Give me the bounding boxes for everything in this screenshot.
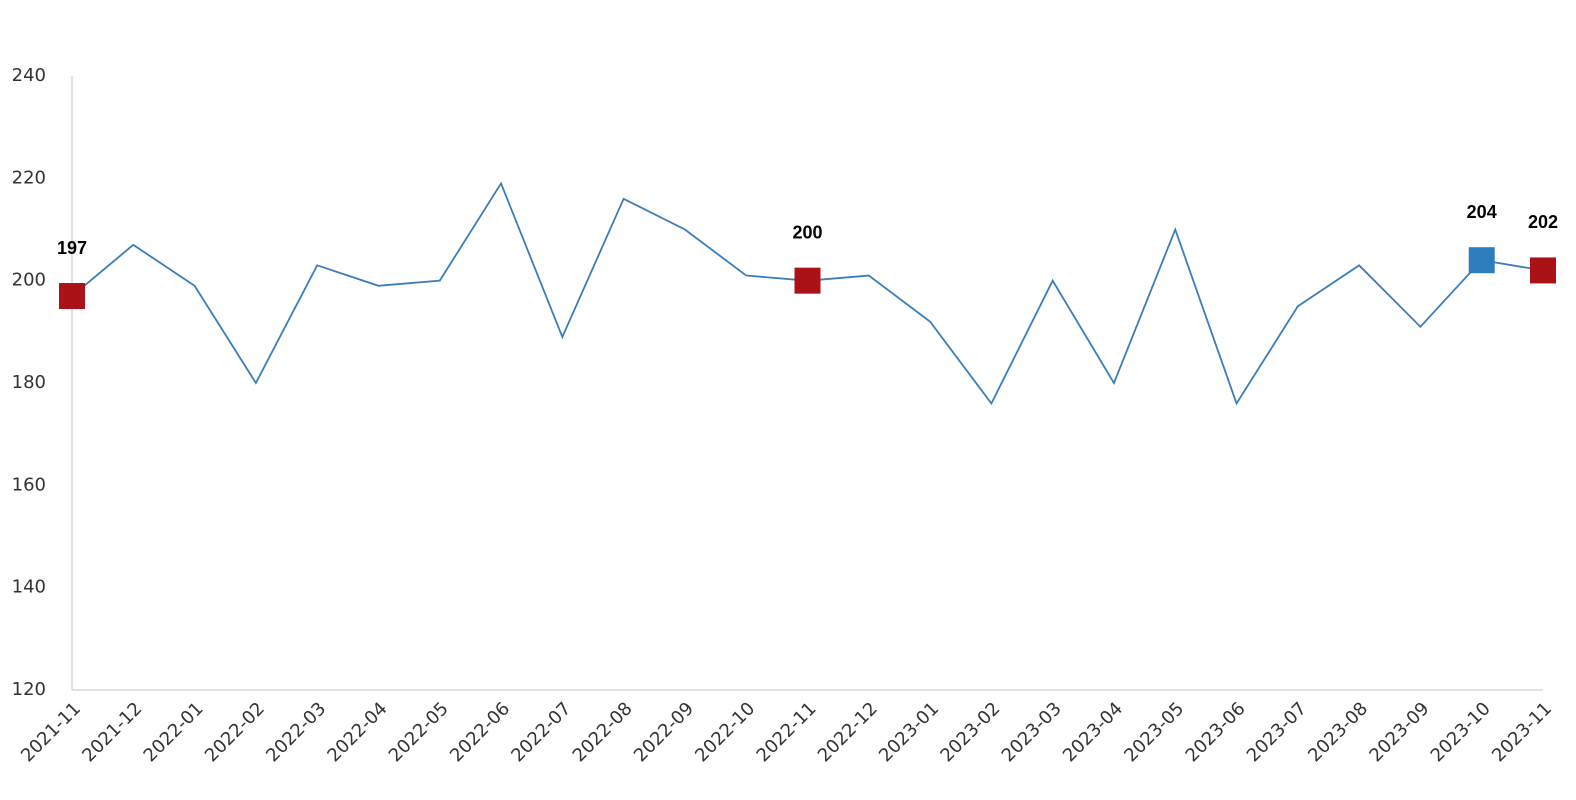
x-tick-label: 2022-01	[140, 698, 208, 766]
x-tick-label: 2023-02	[936, 698, 1004, 766]
x-tick-label: 2023-03	[998, 698, 1066, 766]
x-tick-label: 2022-09	[630, 698, 698, 766]
x-tick-label: 2022-02	[201, 698, 269, 766]
x-tick-label: 2023-06	[1182, 698, 1250, 766]
x-tick-label: 2022-11	[753, 698, 821, 766]
y-tick-label: 180	[12, 372, 46, 393]
x-tick-label: 2023-05	[1120, 698, 1188, 766]
x-tick-label: 2023-01	[875, 698, 943, 766]
x-tick-label: 2023-09	[1365, 698, 1433, 766]
data-label: 197	[57, 238, 87, 258]
y-tick-label: 140	[12, 577, 46, 598]
x-tick-label: 2022-12	[814, 698, 882, 766]
x-tick-label: 2022-03	[262, 698, 330, 766]
x-tick-label: 2021-12	[78, 698, 146, 766]
y-tick-label: 220	[12, 167, 46, 188]
y-tick-label: 160	[12, 474, 46, 495]
x-tick-label: 2022-05	[385, 698, 453, 766]
y-tick-label: 200	[12, 270, 46, 291]
x-tick-label: 2022-08	[569, 698, 637, 766]
data-label: 202	[1528, 212, 1558, 232]
x-tick-label: 2022-07	[507, 698, 575, 766]
highlight-marker	[794, 267, 821, 294]
x-tick-label: 2023-07	[1243, 698, 1311, 766]
x-tick-label: 2023-11	[1488, 698, 1556, 766]
highlight-marker	[1530, 257, 1556, 284]
data-label: 204	[1467, 202, 1497, 222]
x-tick-label: 2022-10	[691, 698, 759, 766]
x-tick-label: 2023-04	[1059, 698, 1127, 766]
y-tick-label: 240	[12, 65, 46, 86]
x-tick-label: 2021-11	[17, 698, 85, 766]
y-tick-label: 120	[12, 679, 46, 700]
data-label: 200	[792, 222, 822, 242]
x-tick-label: 2023-10	[1427, 698, 1495, 766]
x-tick-label: 2022-04	[323, 698, 391, 766]
x-tick-label: 2022-06	[446, 698, 514, 766]
highlight-marker	[1468, 247, 1495, 274]
x-tick-label: 2023-08	[1304, 698, 1372, 766]
highlight-marker	[59, 283, 85, 310]
